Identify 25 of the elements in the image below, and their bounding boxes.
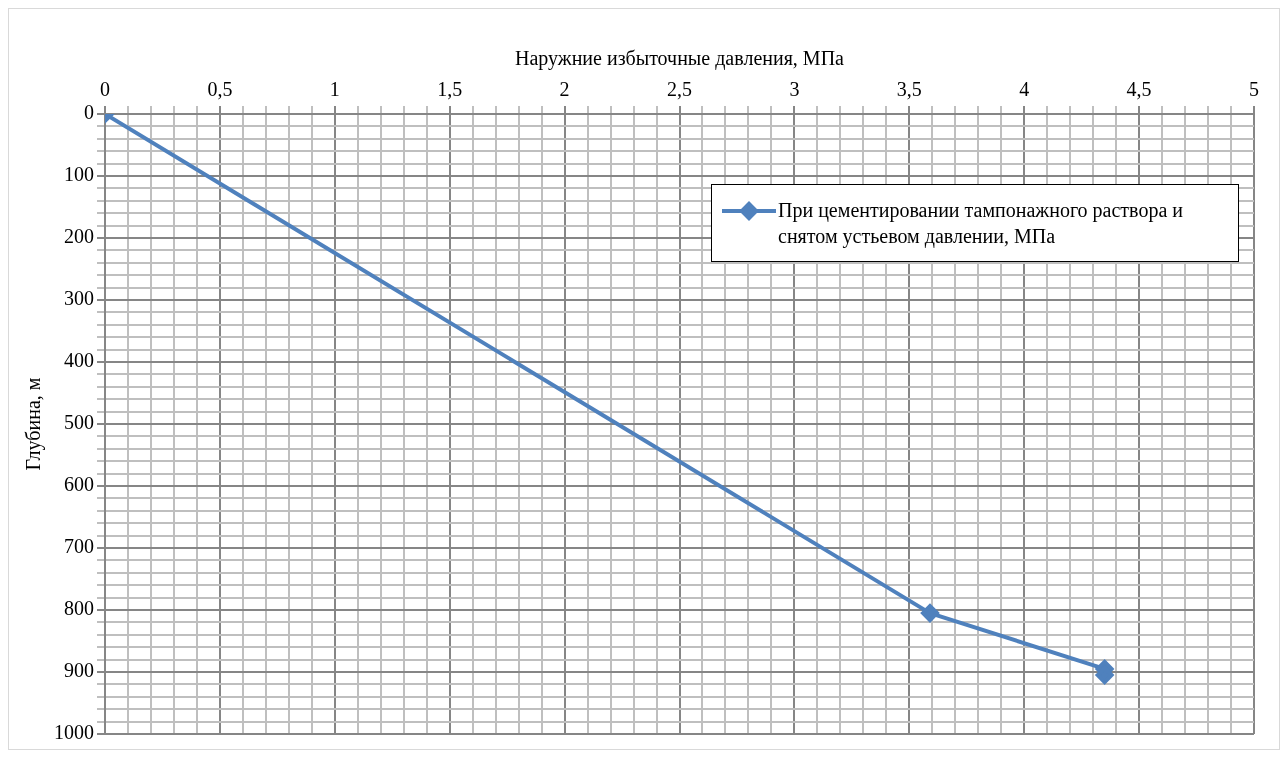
x-tick-label: 5 [1249,78,1259,101]
x-tick-label: 1 [329,78,340,101]
y-tick-label: 200 [64,225,94,248]
x-axis-title: Наружние избыточные давления, МПа [515,47,845,71]
y-tick-label: 300 [64,287,94,310]
x-tick-label: 4,5 [1126,78,1152,101]
x-tick-label: 3 [789,78,800,101]
x-tick-label: 3,5 [896,78,922,101]
y-tick-label: 0 [84,101,94,124]
y-tick-label: 100 [64,163,94,186]
y-tick-label: 600 [64,473,94,496]
x-tick-label: 0 [100,78,110,101]
y-tick-label: 800 [64,597,94,620]
x-tick-label: 0,5 [207,78,233,101]
y-tick-label: 700 [64,535,94,558]
y-tick-label: 900 [64,659,94,682]
y-axis-title: Глубина, м [22,377,46,471]
x-tick-label: 4 [1019,78,1030,101]
y-tick-label: 500 [64,411,94,434]
x-tick-label: 1,5 [437,78,463,101]
legend-label: При цементировании тампонажного раствора и снятом устьевом давлении, МПа [778,198,1184,249]
y-tick-label: 1000 [54,721,94,744]
x-tick-label: 2 [559,78,570,101]
y-tick-label: 400 [64,349,94,372]
x-tick-label: 2,5 [667,78,692,101]
